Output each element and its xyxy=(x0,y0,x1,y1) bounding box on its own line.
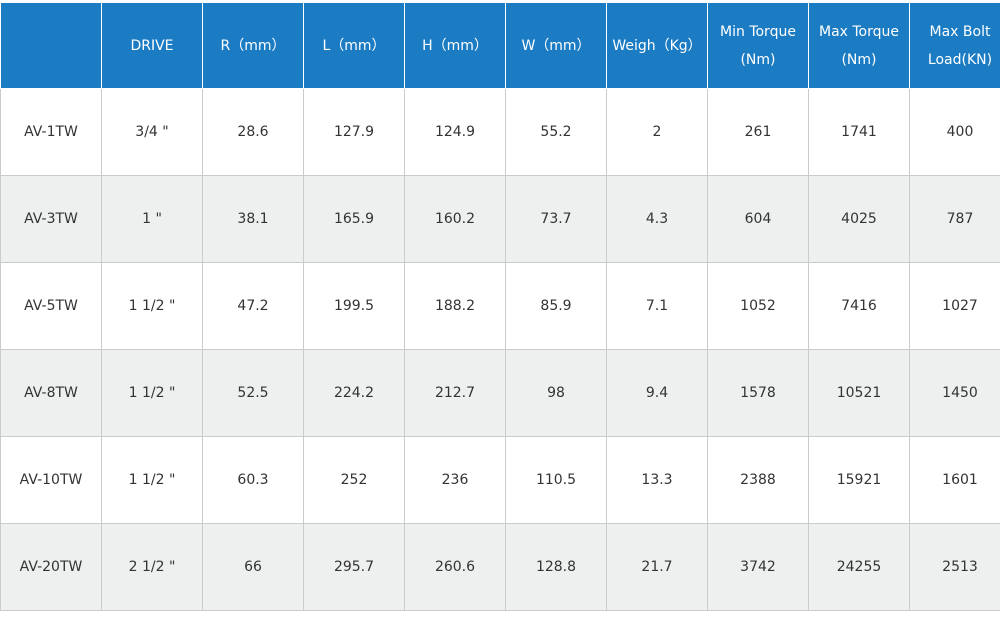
table-cell: 28.6 xyxy=(203,89,304,176)
table-cell: 1 " xyxy=(102,176,203,263)
table-cell: 13.3 xyxy=(607,437,708,524)
table-cell: 261 xyxy=(708,89,809,176)
header-cell: Min Torque(Nm) xyxy=(708,3,809,89)
table-cell: 188.2 xyxy=(405,263,506,350)
table-cell: 127.9 xyxy=(304,89,405,176)
header-cell: Weigh（Kg） xyxy=(607,3,708,89)
table-cell: 295.7 xyxy=(304,524,405,611)
header-cell xyxy=(1,3,102,89)
table-cell: 15921 xyxy=(809,437,910,524)
table-cell: 1 1/2 " xyxy=(102,350,203,437)
table-cell: 1601 xyxy=(910,437,1000,524)
table-cell: 1741 xyxy=(809,89,910,176)
table-cell: 128.8 xyxy=(506,524,607,611)
table-cell: AV-10TW xyxy=(1,437,102,524)
table-cell: 1052 xyxy=(708,263,809,350)
table-cell: 110.5 xyxy=(506,437,607,524)
header-text: Min Torque xyxy=(708,18,808,46)
table-cell: 1 1/2 " xyxy=(102,263,203,350)
header-text: (Nm) xyxy=(809,46,909,74)
table-cell: 199.5 xyxy=(304,263,405,350)
table-cell: 124.9 xyxy=(405,89,506,176)
table-cell: 1578 xyxy=(708,350,809,437)
table-cell: 236 xyxy=(405,437,506,524)
table-cell: 24255 xyxy=(809,524,910,611)
table-cell: 212.7 xyxy=(405,350,506,437)
header-text: H（mm） xyxy=(405,32,505,60)
table-cell: 73.7 xyxy=(506,176,607,263)
table-cell: 52.5 xyxy=(203,350,304,437)
table-cell: 604 xyxy=(708,176,809,263)
header-text: L（mm） xyxy=(304,32,404,60)
table-cell: 787 xyxy=(910,176,1000,263)
table-cell: 66 xyxy=(203,524,304,611)
table-cell: 47.2 xyxy=(203,263,304,350)
table-cell: 3/4 " xyxy=(102,89,203,176)
header-cell: R（mm） xyxy=(203,3,304,89)
table-cell: 10521 xyxy=(809,350,910,437)
table-cell: 55.2 xyxy=(506,89,607,176)
table-cell: 60.3 xyxy=(203,437,304,524)
table-cell: AV-8TW xyxy=(1,350,102,437)
header-cell: Max Torque(Nm) xyxy=(809,3,910,89)
header-text: Weigh（Kg） xyxy=(607,32,707,60)
table-cell: 3742 xyxy=(708,524,809,611)
header-text: R（mm） xyxy=(203,32,303,60)
table-cell: 21.7 xyxy=(607,524,708,611)
table-cell: 2513 xyxy=(910,524,1000,611)
table-cell: 2 xyxy=(607,89,708,176)
table-cell: 2 1/2 " xyxy=(102,524,203,611)
header-text: W（mm） xyxy=(506,32,606,60)
header-cell: H（mm） xyxy=(405,3,506,89)
table-cell: 260.6 xyxy=(405,524,506,611)
table-cell: 85.9 xyxy=(506,263,607,350)
table-cell: AV-3TW xyxy=(1,176,102,263)
table-cell: 1 1/2 " xyxy=(102,437,203,524)
table-cell: 7416 xyxy=(809,263,910,350)
table-cell: 160.2 xyxy=(405,176,506,263)
table-cell: 1027 xyxy=(910,263,1000,350)
header-cell: L（mm） xyxy=(304,3,405,89)
header-text: (Nm) xyxy=(708,46,808,74)
table-cell: AV-1TW xyxy=(1,89,102,176)
table-cell: 9.4 xyxy=(607,350,708,437)
table-cell: AV-5TW xyxy=(1,263,102,350)
table-cell: 98 xyxy=(506,350,607,437)
header-text: Max Torque xyxy=(809,18,909,46)
header-cell: W（mm） xyxy=(506,3,607,89)
table-cell: 4025 xyxy=(809,176,910,263)
table-cell: 165.9 xyxy=(304,176,405,263)
table-cell: 38.1 xyxy=(203,176,304,263)
table-cell: 400 xyxy=(910,89,1000,176)
table-cell: 4.3 xyxy=(607,176,708,263)
header-text: Load(KN) xyxy=(910,46,1000,74)
table-cell: 2388 xyxy=(708,437,809,524)
header-text: Max Bolt xyxy=(910,18,1000,46)
header-cell: DRIVE xyxy=(102,3,203,89)
table-cell: AV-20TW xyxy=(1,524,102,611)
table-cell: 252 xyxy=(304,437,405,524)
table-cell: 7.1 xyxy=(607,263,708,350)
table-cell: 1450 xyxy=(910,350,1000,437)
table-cell: 224.2 xyxy=(304,350,405,437)
header-text: DRIVE xyxy=(102,32,202,60)
